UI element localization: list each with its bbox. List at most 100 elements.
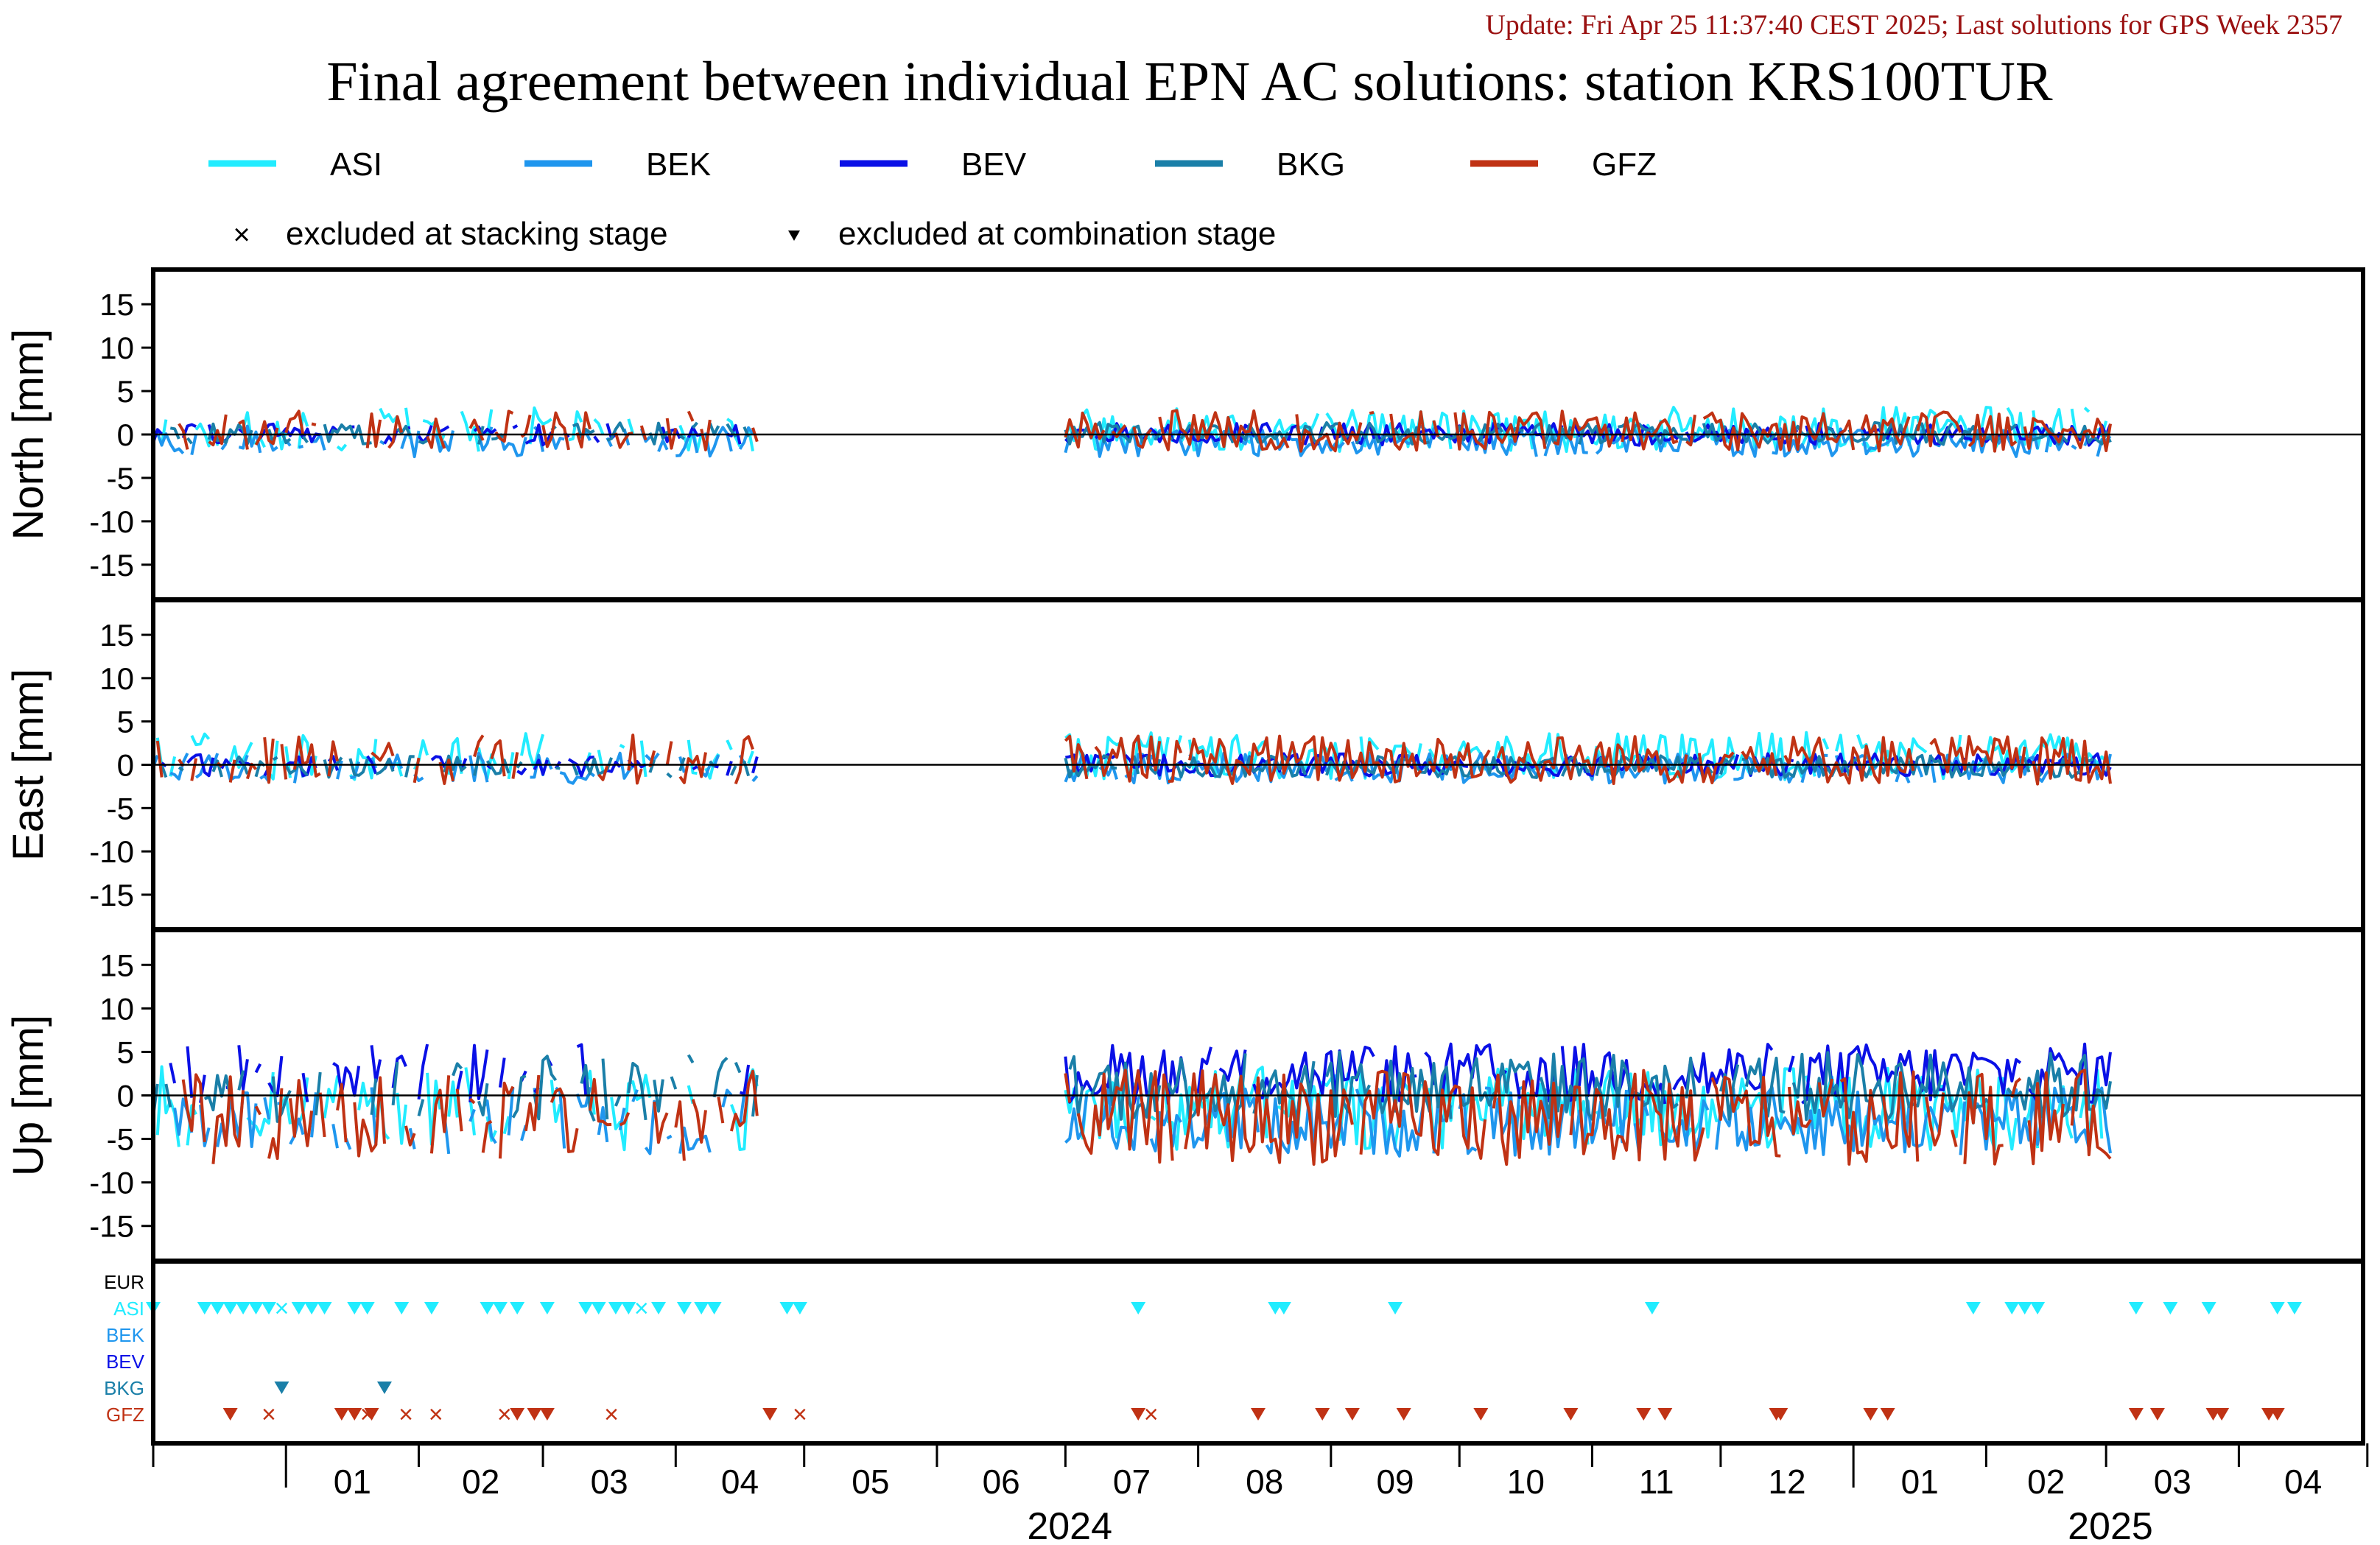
exclusion-marker-stacking: × — [399, 1401, 413, 1429]
legend-combination: excluded at combination stage — [788, 216, 1276, 252]
exclusion-marker-combination — [1473, 1408, 1489, 1421]
year-label: 2024 — [1027, 1505, 1112, 1545]
exclusion-marker-combination — [1131, 1302, 1146, 1315]
exclusion-marker-stacking: × — [793, 1401, 807, 1429]
exclusion-marker-combination — [1131, 1408, 1146, 1421]
legend-label-bev: BEV — [961, 147, 1027, 183]
exclusion-marker-combination — [694, 1302, 709, 1315]
exclusion-marker-combination — [1276, 1302, 1291, 1315]
x-axis: 01 02 03 04 05 06 07 08 09 10 11 12 01 02 03 04 2024 2025 — [152, 1443, 2369, 1545]
legend-label-bek: BEK — [646, 147, 711, 183]
month-label: 04 — [2284, 1463, 2322, 1501]
y-tick-label: 15 — [99, 618, 134, 652]
exclusion-marker-combination — [334, 1408, 349, 1421]
exclusion-marker-combination — [792, 1302, 807, 1315]
exclusion-marker-combination — [359, 1302, 375, 1315]
month-label: 09 — [1376, 1463, 1414, 1501]
exclusion-marker-combination — [210, 1302, 225, 1315]
y-tick-label: 10 — [99, 991, 134, 1026]
month-label: 01 — [334, 1463, 371, 1501]
exclusion-marker-stacking: × — [360, 1401, 375, 1429]
y-axis-label: East [mm] — [4, 669, 52, 861]
exclusion-marker-combination — [480, 1302, 495, 1315]
panel-up: 15 10 5 0 -5 -10 -15 Up [mm] — [4, 928, 2365, 1263]
exclusion-marker-combination — [317, 1302, 332, 1315]
exclusion-row-label-bev: BEV — [106, 1351, 145, 1373]
legend-item-gfz: GFZ — [1470, 147, 1657, 183]
exclusion-marker-combination — [492, 1302, 508, 1315]
legend-label-bkg: BKG — [1277, 147, 1345, 183]
exclusion-row-label-gfz: GFZ — [106, 1404, 144, 1426]
y-tick-label: -10 — [89, 834, 134, 869]
exclusion-marker-combination — [2149, 1408, 2165, 1421]
y-axis-label: Up [mm] — [4, 1015, 52, 1176]
exclusion-marker-combination — [248, 1302, 264, 1315]
y-tick-label: 0 — [117, 1079, 134, 1113]
exclusion-marker-combination — [651, 1302, 667, 1315]
y-tick-label: -5 — [107, 1122, 134, 1157]
exclusion-marker-combination — [2286, 1302, 2302, 1315]
exclusion-marker-combination — [376, 1382, 392, 1394]
y-tick-label: -10 — [89, 1166, 134, 1200]
exclusion-marker-combination — [2270, 1302, 2285, 1315]
exclusion-marker-combination — [304, 1302, 320, 1315]
exclusion-marker-combination — [706, 1302, 722, 1315]
exclusion-marker-combination — [424, 1302, 439, 1315]
exclusion-marker-combination — [347, 1302, 362, 1315]
exclusion-marker-combination — [2030, 1302, 2046, 1315]
y-axis-label: North [mm] — [4, 329, 52, 541]
exclusion-marker-combination — [762, 1408, 778, 1421]
y-tick-label: 5 — [117, 1035, 134, 1069]
exclusion-marker-combination — [2128, 1302, 2144, 1315]
legend-item-asi: ASI — [208, 147, 382, 183]
month-label: 10 — [1507, 1463, 1545, 1501]
exclusion-marker-combination — [1396, 1408, 1411, 1421]
y-tick-label: -5 — [107, 791, 134, 826]
month-label: 03 — [2154, 1463, 2191, 1501]
exclusion-marker-combination — [2163, 1302, 2178, 1315]
legend-label-gfz: GFZ — [1592, 147, 1657, 183]
panel-east: 15 10 5 0 -5 -10 -15 East [mm] — [4, 598, 2365, 932]
exclusion-panel: EUR ASI BEK BEV BKG GFZ × × × × × × × × × × — [104, 1259, 2365, 1446]
exclusion-row-label-eur: EUR — [104, 1271, 144, 1293]
exclusion-marker-combination — [621, 1302, 636, 1315]
exclusion-marker-combination — [261, 1302, 276, 1315]
exclusion-marker-combination — [2004, 1302, 2020, 1315]
exclusion-marker-combination — [2270, 1408, 2285, 1421]
exclusion-marker-combination — [394, 1302, 410, 1315]
exclusion-marker-combination — [578, 1302, 594, 1315]
legend-label-stacking: excluded at stacking stage — [286, 216, 668, 252]
exclusion-marker-combination — [527, 1408, 542, 1421]
exclusion-marker-combination — [779, 1302, 795, 1315]
exclusion-marker-stacking: × — [497, 1401, 512, 1429]
exclusion-row-label-bek: BEK — [106, 1324, 145, 1346]
exclusion-marker-combination — [1657, 1408, 1673, 1421]
y-tick-label: 0 — [117, 748, 134, 783]
y-tick-label: -15 — [89, 878, 134, 912]
y-tick-label: 15 — [99, 287, 134, 322]
combination-marker-icon — [788, 230, 800, 241]
month-label: 06 — [983, 1463, 1020, 1501]
month-label: 01 — [1901, 1463, 1939, 1501]
exclusion-marker-combination — [1251, 1408, 1266, 1421]
month-label: 08 — [1246, 1463, 1283, 1501]
legend-label-combination: excluded at combination stage — [838, 216, 1276, 252]
exclusion-marker-combination — [1563, 1408, 1579, 1421]
month-label: 04 — [721, 1463, 759, 1501]
exclusion-marker-combination — [591, 1302, 606, 1315]
exclusion-marker-stacking: × — [429, 1401, 443, 1429]
y-tick-label: 10 — [99, 661, 134, 696]
legend-item-bkg: BKG — [1155, 147, 1345, 183]
exclusion-marker-combination — [347, 1408, 362, 1421]
series-gfz-line — [181, 1069, 2112, 1166]
exclusion-marker-combination — [2017, 1302, 2032, 1315]
exclusion-marker-combination — [1965, 1302, 1981, 1315]
exclusion-marker-combination — [197, 1302, 212, 1315]
exclusion-marker-combination — [1773, 1408, 1788, 1421]
month-label: 02 — [462, 1463, 499, 1501]
month-label: 02 — [2027, 1463, 2065, 1501]
month-label: 11 — [1639, 1463, 1674, 1501]
exclusion-marker-combination — [2128, 1408, 2144, 1421]
exclusion-marker-combination — [274, 1382, 289, 1394]
exclusion-marker-combination — [510, 1302, 525, 1315]
